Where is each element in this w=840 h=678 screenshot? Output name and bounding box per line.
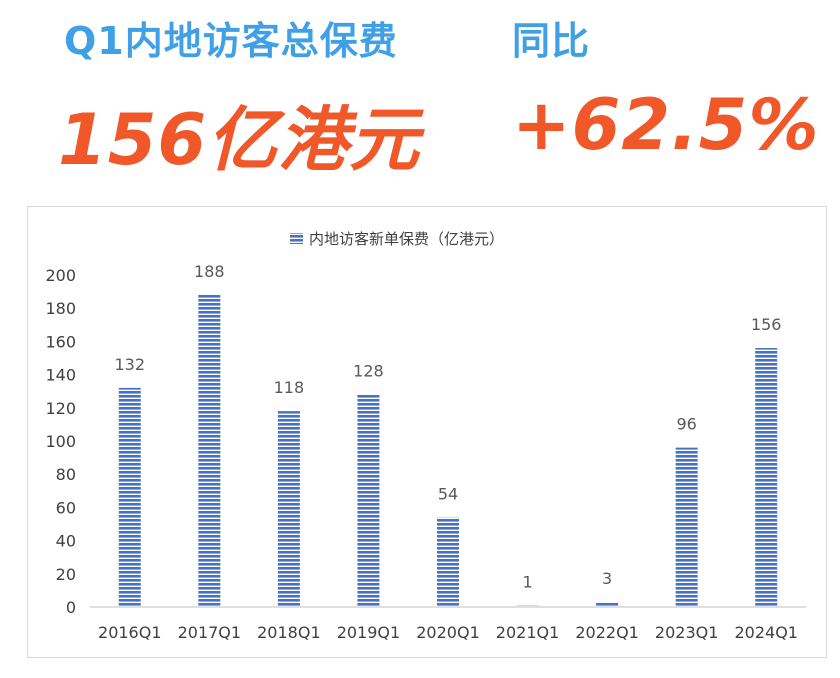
bar: [516, 605, 539, 607]
x-tick-label: 2016Q1: [98, 623, 162, 642]
data-label: 132: [115, 355, 146, 374]
x-tick-label: 2024Q1: [734, 623, 798, 642]
legend-swatch: [290, 233, 303, 244]
bar: [437, 517, 459, 607]
x-tick-label: 2017Q1: [178, 623, 242, 642]
data-label: 1: [522, 572, 532, 591]
y-tick-label: 60: [56, 498, 76, 517]
y-tick-label: 100: [45, 432, 76, 451]
y-tick-label: 180: [45, 299, 76, 318]
bar: [675, 447, 698, 607]
bar: [277, 411, 300, 607]
y-tick-label: 80: [56, 465, 76, 484]
bar: [755, 348, 778, 607]
data-labels: 132 188 118 128 54 1 3 96 156: [115, 262, 782, 591]
legend-label: 内地访客新单保费（亿港元）: [309, 230, 504, 248]
data-label: 118: [274, 378, 305, 397]
data-label: 156: [751, 315, 782, 334]
y-tick-label: 140: [45, 366, 76, 385]
y-tick-label: 20: [56, 565, 76, 584]
bar-series: [118, 294, 778, 607]
headline-yoy-value: +62.5%: [512, 84, 820, 166]
y-tick-label: 40: [56, 532, 76, 551]
data-label: 188: [194, 262, 225, 281]
headline-premium-value: 156亿港元: [58, 99, 421, 181]
data-label: 128: [353, 362, 384, 381]
headline-yoy-label: 同比: [512, 19, 591, 63]
bar: [357, 394, 380, 607]
y-tick-label: 120: [45, 399, 76, 418]
y-tick-label: 160: [45, 332, 76, 351]
data-label: 3: [602, 569, 612, 588]
y-tick-label: 200: [45, 266, 76, 285]
headline-premium-label: Q1内地访客总保费: [64, 19, 398, 63]
chart-legend: 内地访客新单保费（亿港元）: [290, 230, 504, 248]
x-tick-label: 2021Q1: [496, 623, 560, 642]
x-tick-label: 2019Q1: [337, 623, 401, 642]
bar: [596, 602, 619, 607]
bar: [118, 387, 141, 607]
x-tick-label: 2018Q1: [257, 623, 321, 642]
data-label: 96: [676, 415, 696, 434]
x-tick-label: 2023Q1: [655, 623, 719, 642]
x-tick-label: 2020Q1: [416, 623, 480, 642]
chart-panel: 内地访客新单保费（亿港元） 0 20 40 60 80 100 120 140 160 180 20…: [27, 206, 827, 658]
x-axis: 2016Q1 2017Q1 2018Q1 2019Q1 2020Q1 2021Q1 2022…: [90, 606, 806, 642]
bar: [198, 294, 221, 607]
bar-chart: 内地访客新单保费（亿港元） 0 20 40 60 80 100 120 140 160 180 20…: [45, 230, 806, 642]
y-axis: 0 20 40 60 80 100 120 140 160 180 200: [45, 266, 76, 617]
data-label: 54: [438, 484, 458, 503]
x-tick-label: 2022Q1: [575, 623, 639, 642]
y-tick-label: 0: [66, 598, 76, 617]
